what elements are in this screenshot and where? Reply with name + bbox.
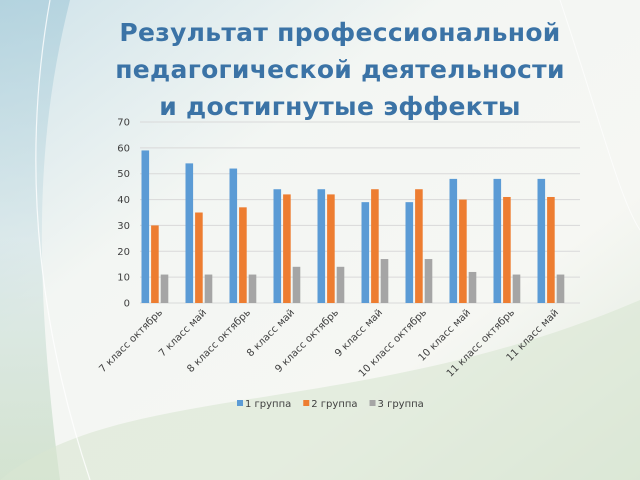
legend-swatch: [237, 400, 243, 406]
title-line: педагогической деятельности: [115, 55, 565, 84]
y-tick-label: 60: [117, 143, 130, 154]
bar: [292, 266, 301, 303]
bar: [229, 168, 238, 303]
y-tick-label: 0: [124, 299, 130, 310]
y-tick-label: 40: [117, 195, 130, 206]
bar: [141, 150, 150, 303]
bars: [141, 150, 565, 303]
title-line: и достигнутые эффекты: [159, 92, 521, 121]
gridlines: [140, 121, 580, 304]
bar: [556, 274, 565, 303]
bar: [415, 189, 423, 303]
bar: [493, 178, 502, 303]
legend-swatch: [303, 400, 310, 406]
bar: [405, 202, 414, 303]
bar: [336, 266, 345, 303]
bar: [468, 271, 477, 303]
title-line: Результат профессиональной: [119, 18, 561, 47]
bar: [327, 194, 335, 303]
y-tick-label: 30: [117, 221, 130, 232]
bar: [547, 196, 555, 303]
bar: [204, 274, 213, 303]
x-tick-label: 7 класс октябрь: [97, 307, 165, 375]
bar: [503, 196, 511, 303]
bar: [424, 259, 433, 303]
bar: [160, 274, 169, 303]
bar: [195, 212, 203, 303]
bar: [248, 274, 257, 303]
legend: 1 группа 2 группа 3 группа: [237, 399, 424, 410]
bar: [361, 202, 370, 303]
legend-label: 1 группа: [245, 399, 291, 410]
y-tick-label: 10: [117, 273, 130, 284]
bar: [283, 194, 291, 303]
y-axis-ticks: 0 10 20 30 40 50 60 70: [117, 118, 130, 310]
bar: [185, 163, 194, 303]
bar: [317, 189, 326, 303]
bar: [537, 178, 546, 303]
slide-title: Результат профессиональной педагогической…: [60, 14, 620, 125]
y-tick-label: 20: [117, 247, 130, 258]
y-tick-label: 70: [117, 118, 130, 129]
legend-label: 2 группа: [311, 399, 357, 410]
bar: [273, 189, 282, 303]
bar: [449, 178, 458, 303]
bar: [459, 199, 467, 303]
bar: [512, 274, 521, 303]
bar: [380, 259, 389, 303]
legend-label: 3 группа: [378, 399, 424, 410]
bar: [151, 225, 159, 303]
legend-swatch: [369, 400, 376, 406]
y-tick-label: 50: [117, 169, 130, 180]
bar: [239, 207, 247, 303]
bar: [371, 189, 379, 303]
